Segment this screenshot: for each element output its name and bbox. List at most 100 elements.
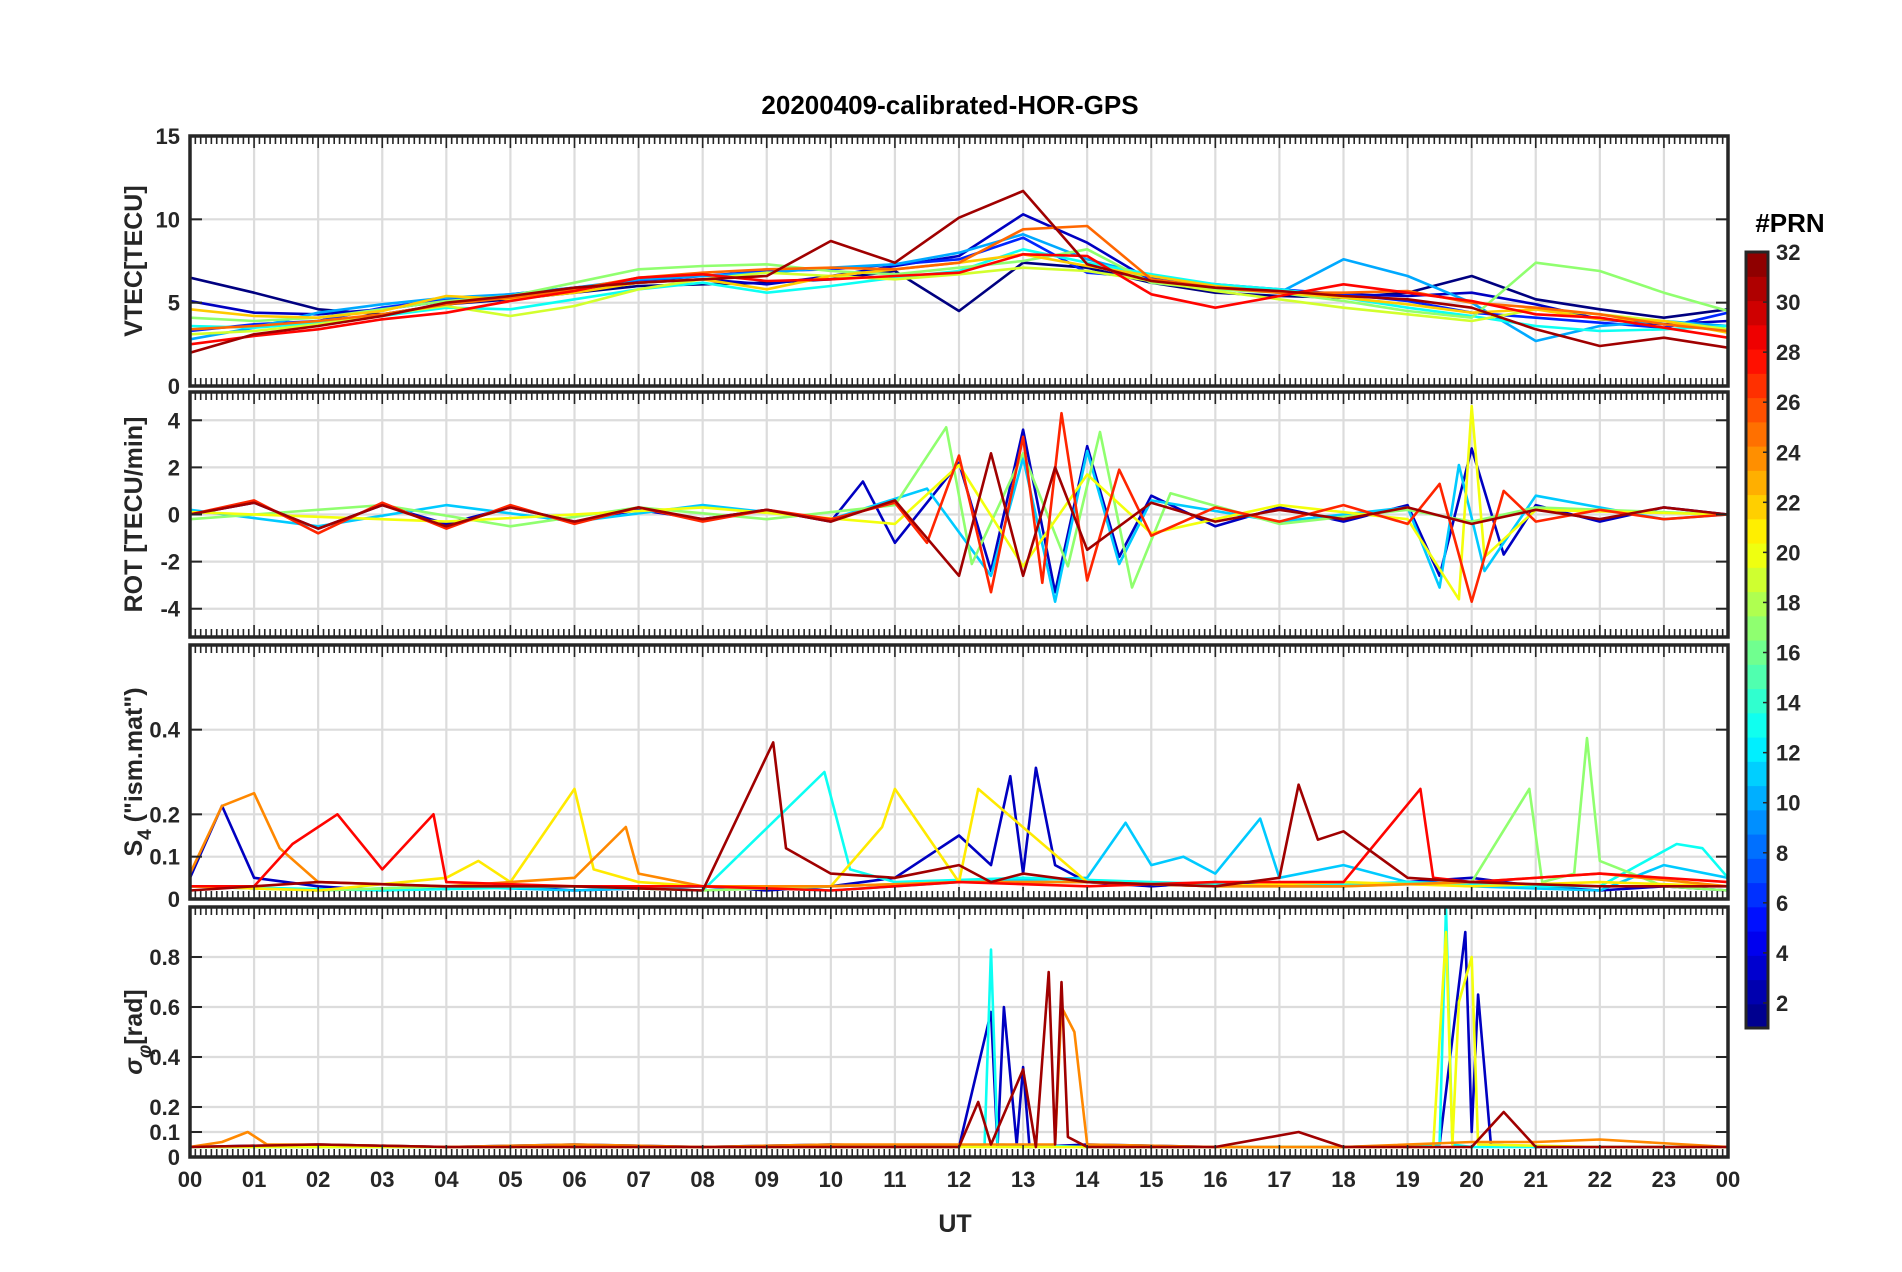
panel-s4: 0 0.1 0.2 0.4S4 ("ism.mat") — [120, 643, 1730, 912]
y-tick-label: 10 — [156, 207, 180, 232]
x-tick-label: 05 — [498, 1167, 522, 1192]
colorbar-tick-label: 4 — [1776, 941, 1789, 966]
y-tick-label: 0.2 — [149, 1095, 180, 1120]
colorbar-segment — [1746, 615, 1768, 641]
colorbar-tick-label: 8 — [1776, 841, 1788, 866]
y-tick-label: 0.4 — [149, 1045, 180, 1070]
colorbar-segment — [1746, 858, 1768, 884]
series-group — [190, 404, 1728, 604]
colorbar-tick-label: 12 — [1776, 741, 1800, 766]
chart-title: 20200409-calibrated-HOR-GPS — [761, 90, 1138, 120]
x-tick-label: 15 — [1139, 1167, 1163, 1192]
colorbar-segment — [1746, 785, 1768, 811]
colorbar-tick-label: 24 — [1776, 440, 1801, 465]
colorbar-tick-label: 20 — [1776, 540, 1800, 565]
colorbar-tick-label: 14 — [1776, 691, 1801, 716]
x-tick-label: 14 — [1075, 1167, 1100, 1192]
y-tick-label: -2 — [160, 550, 180, 575]
x-tick-label: 11 — [883, 1167, 906, 1192]
colorbar-tick-label: 30 — [1776, 290, 1800, 315]
series-group — [190, 189, 1728, 354]
panel-vtec: 0 5 10 15 VTEC[TECU] — [120, 124, 1730, 399]
y-tick-label: 0.6 — [149, 995, 180, 1020]
x-tick-label: 13 — [1011, 1167, 1035, 1192]
y-tick-label: 0 — [168, 1145, 180, 1170]
colorbar-segment — [1746, 931, 1768, 956]
colorbar-segment — [1746, 397, 1768, 423]
colorbar-segment — [1746, 809, 1768, 835]
colorbar-tick-label: 32 — [1776, 240, 1800, 265]
colorbar-segment — [1746, 276, 1768, 302]
y-axis-label-s4: S4 ("ism.mat") — [120, 687, 156, 856]
colorbar-segment — [1746, 834, 1768, 859]
colorbar-segment — [1746, 591, 1768, 617]
y-tick-label: 5 — [168, 291, 180, 316]
colorbar-segment — [1746, 543, 1768, 568]
colorbar-segment — [1746, 349, 1768, 374]
series-line-prn-31 — [190, 970, 1728, 1149]
x-axis-label: UT — [938, 1210, 971, 1238]
x-tick-label: 23 — [1652, 1167, 1676, 1192]
colorbar-segment — [1746, 421, 1768, 447]
x-tick-label: 16 — [1203, 1167, 1227, 1192]
colorbar-segment — [1746, 640, 1768, 665]
series-line-prn-31 — [190, 451, 1728, 578]
y-axis-label-sigma_phi: σφ[rad] — [120, 989, 156, 1075]
x-tick-label: 20 — [1459, 1167, 1483, 1192]
colorbar-segment — [1746, 979, 1768, 1005]
y-tick-label: 0.2 — [149, 802, 180, 827]
x-tick-label: 01 — [242, 1167, 266, 1192]
colorbar-segment — [1746, 373, 1768, 399]
series-line-prn-31 — [190, 189, 1728, 354]
colorbar-tick-label: 18 — [1776, 590, 1800, 615]
x-tick-label: 10 — [819, 1167, 843, 1192]
colorbar-segment — [1746, 761, 1768, 787]
colorbar-segment — [1746, 567, 1768, 593]
colorbar-segment — [1746, 906, 1768, 932]
x-tick-label: 09 — [755, 1167, 779, 1192]
x-tick-label: 21 — [1524, 1167, 1548, 1192]
x-tick-label: 00 — [178, 1167, 202, 1192]
colorbar-segment — [1746, 1003, 1768, 1029]
colorbar-tick-label: 10 — [1776, 791, 1800, 816]
y-tick-label: -4 — [160, 597, 180, 622]
x-tick-label: 04 — [434, 1167, 459, 1192]
colorbar-title: #PRN — [1755, 208, 1824, 238]
series-line-prn-28 — [190, 253, 1728, 346]
x-tick-label: 02 — [306, 1167, 330, 1192]
colorbar-segment — [1746, 300, 1768, 326]
colorbar-tick-label: 26 — [1776, 390, 1800, 415]
colorbar-segment — [1746, 494, 1768, 520]
series-line-prn-25 — [190, 224, 1728, 333]
x-tick-label: 19 — [1395, 1167, 1419, 1192]
series-line-prn-24 — [190, 791, 1728, 888]
colorbar-segment — [1746, 737, 1768, 762]
series-line-prn-17 — [190, 248, 1728, 323]
y-axis-label-rot: ROT [TECU/min] — [120, 417, 148, 613]
series-line-prn-27 — [190, 411, 1728, 604]
colorbar-tick-label: 22 — [1776, 490, 1800, 515]
x-tick-label: 12 — [947, 1167, 971, 1192]
colorbar-segment — [1746, 712, 1768, 738]
x-tick-label: 00 — [1716, 1167, 1740, 1192]
x-tick-label: 07 — [626, 1167, 650, 1192]
panel-sigma_phi: 00.10.2 0.4 0.6 0.8 σφ[rad] 00 01 02 03 04 05 06 07 0… — [120, 905, 1740, 1192]
colorbar-segment — [1746, 470, 1768, 496]
y-tick-label: 0.8 — [149, 945, 180, 970]
panel-rot: -4 -2 0 2 4 ROT [TECU/min] — [120, 390, 1730, 639]
series-line-prn-19 — [190, 266, 1728, 336]
colorbar-segment — [1746, 882, 1768, 908]
colorbar-segment — [1746, 955, 1768, 981]
colorbar-segment — [1746, 252, 1768, 277]
colorbar-segment — [1746, 688, 1768, 714]
colorbar-segment — [1746, 324, 1768, 350]
y-axis-label-vtec: VTEC[TECU] — [120, 185, 148, 336]
y-tick-label: 15 — [156, 124, 180, 149]
x-tick-label: 03 — [370, 1167, 394, 1192]
x-tick-label: 08 — [690, 1167, 714, 1192]
x-tick-label: 22 — [1588, 1167, 1612, 1192]
x-tick-label: 06 — [562, 1167, 586, 1192]
colorbar-frame — [1744, 250, 1770, 1030]
